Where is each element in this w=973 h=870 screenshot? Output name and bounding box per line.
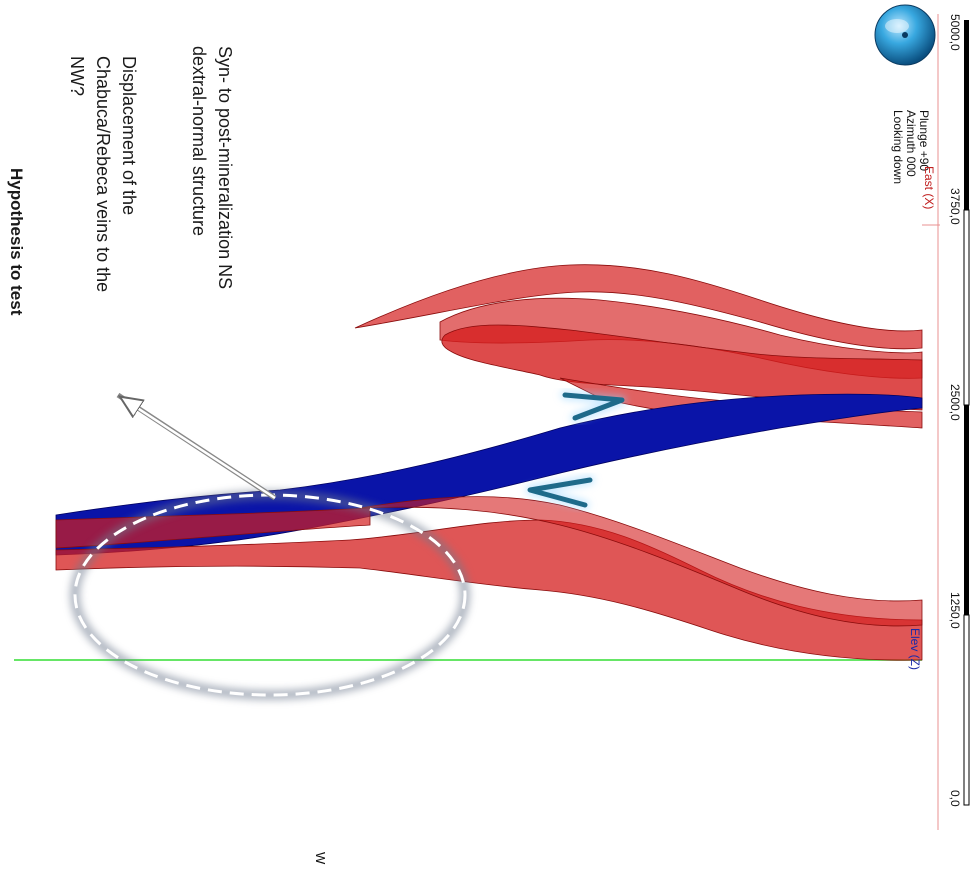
structure-note: Syn- to post-mineralization NS dextral-n…	[186, 46, 238, 289]
tick-label: 5000,0	[948, 14, 962, 51]
structure-note-line: Syn- to post-mineralization NS	[215, 46, 235, 290]
view-text: Looking down	[891, 110, 905, 185]
vein-upper-outer	[354, 264, 923, 350]
azimuth-text: Azimuth 000	[904, 110, 918, 177]
tick-label: 1250,0	[948, 592, 962, 629]
displacement-note-line: Chabuca/Rebeca veins to the	[93, 56, 113, 293]
orientation-globe-icon[interactable]	[874, 4, 936, 66]
vein-lower-group	[55, 496, 923, 661]
hypothesis-title: Hypothesis to test	[7, 168, 26, 316]
displacement-note: Displacement of the Chabuca/Rebeca veins…	[64, 56, 142, 292]
tick-label: 0,0	[948, 790, 962, 807]
vein-lower-body	[55, 519, 923, 661]
scale-bar	[963, 20, 970, 806]
tick-label: 2500,0	[948, 384, 962, 421]
corner-letter: W	[313, 852, 328, 865]
displacement-note-line: NW?	[67, 56, 87, 96]
east-axis-label: East (X)	[922, 166, 936, 210]
vein-lower-outer	[359, 496, 923, 627]
elev-axis-label: Elev (Z)	[908, 628, 922, 670]
tick-label: 3750,0	[948, 188, 962, 225]
structure-note-line: dextral-normal structure	[189, 46, 209, 237]
displacement-note-line: Displacement of the	[119, 56, 139, 216]
kinematic-arrows	[525, 390, 627, 510]
